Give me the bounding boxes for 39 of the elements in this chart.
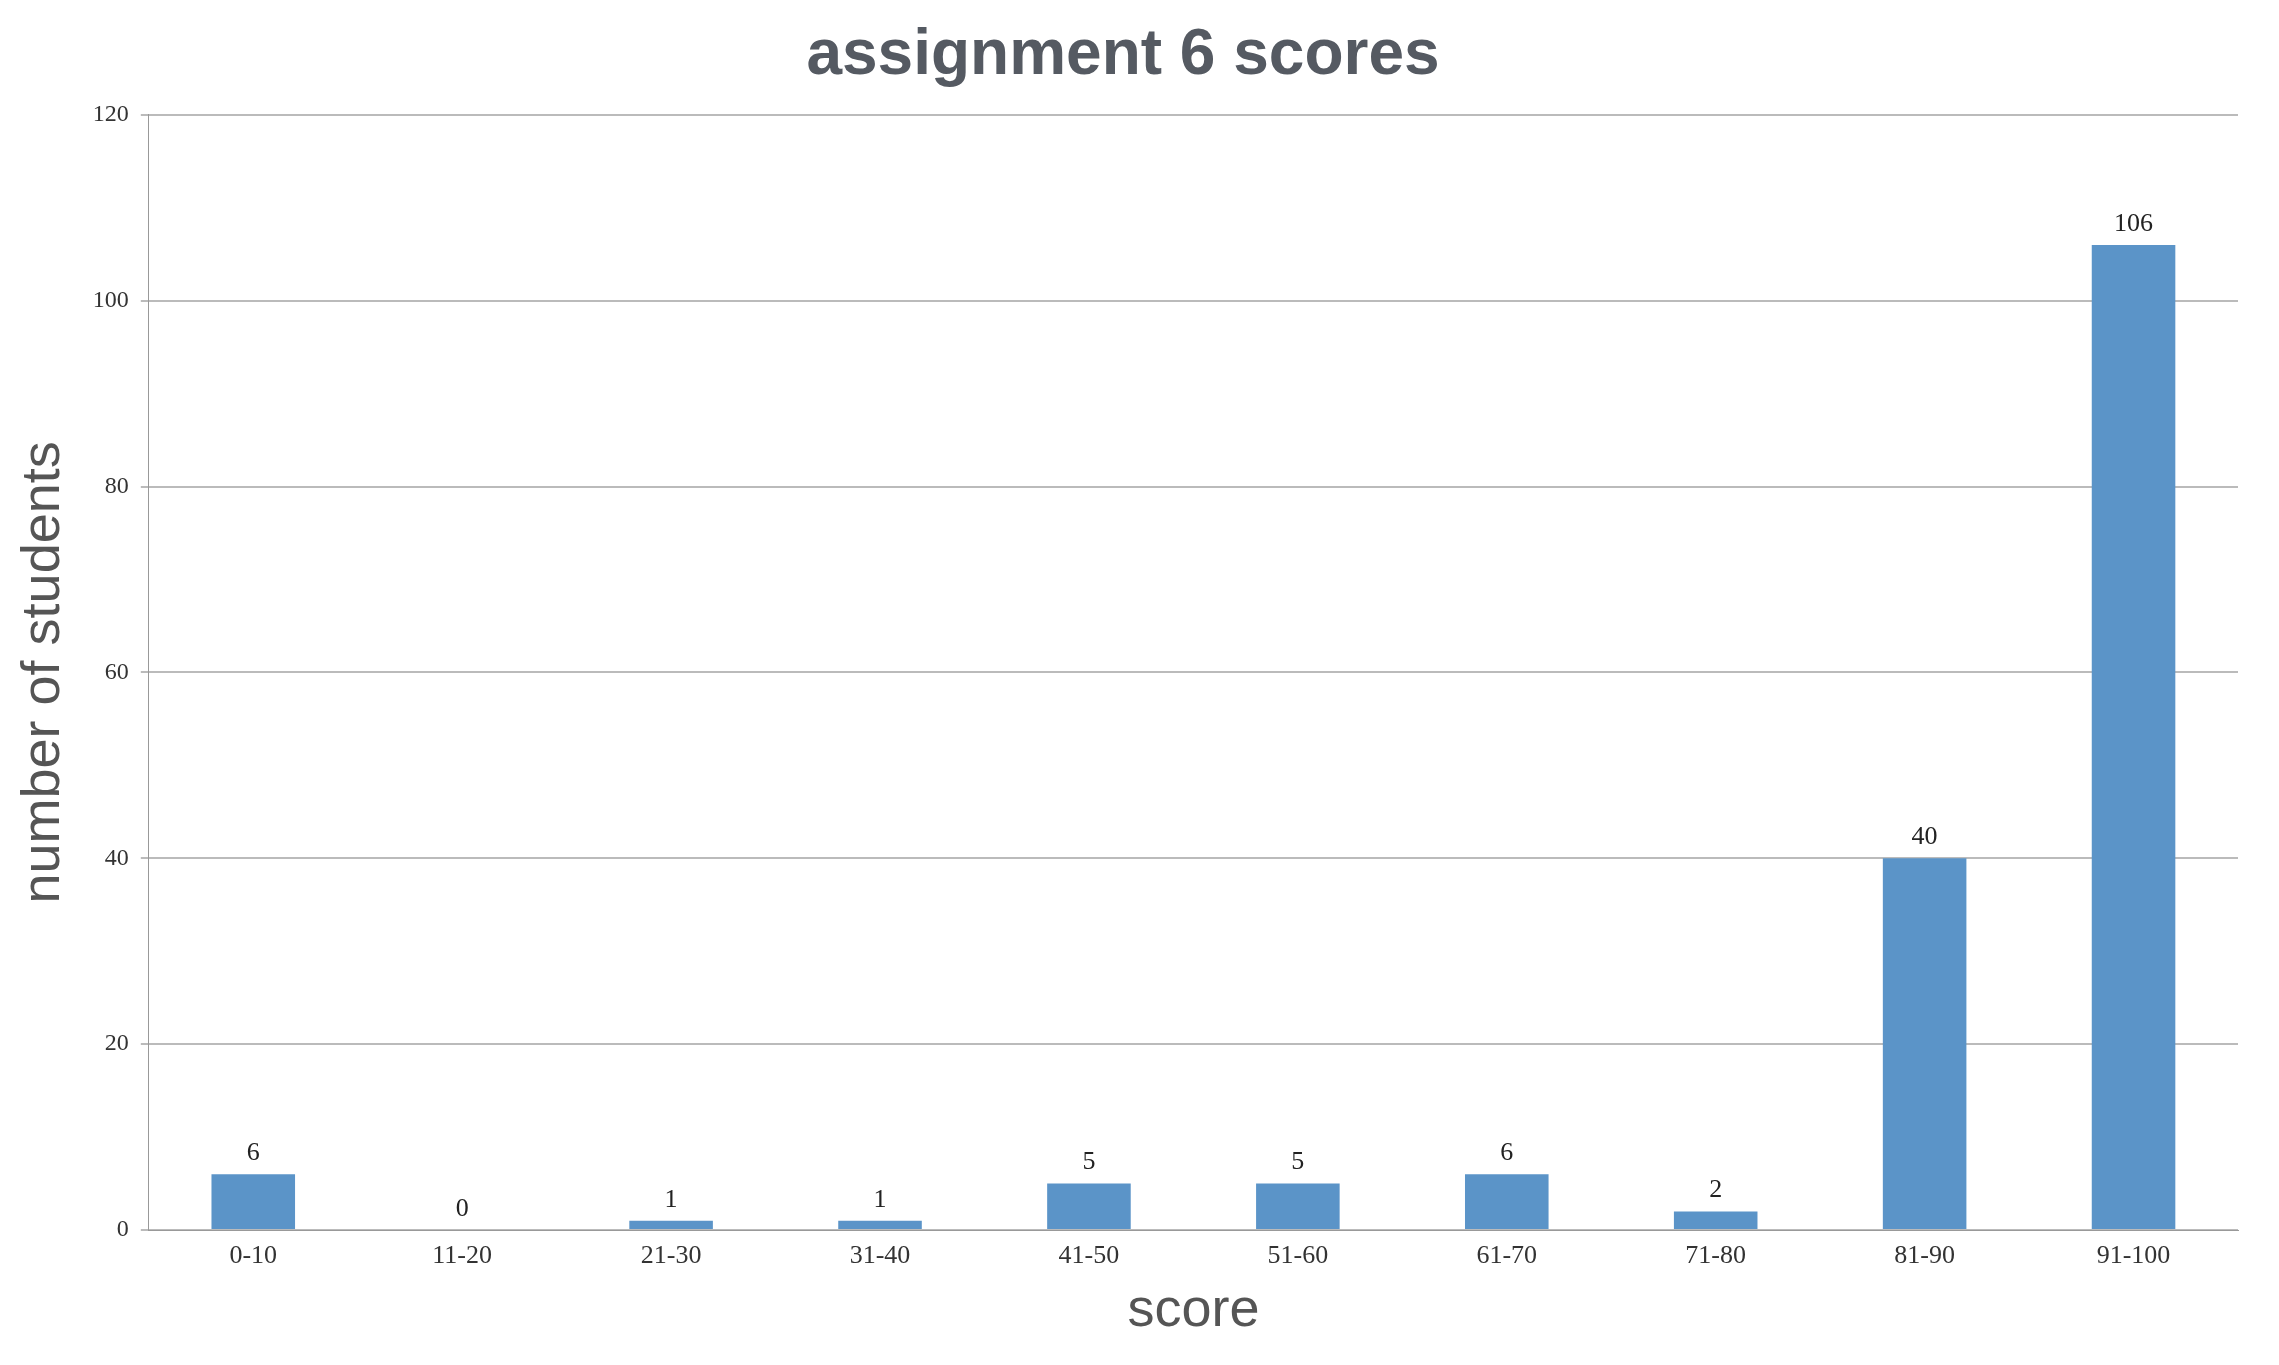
y-tick-label: 0 <box>116 1215 129 1242</box>
x-tick-label: 31-40 <box>849 1240 911 1270</box>
y-tick-label: 40 <box>104 843 129 870</box>
data-label: 6 <box>1500 1137 1514 1167</box>
data-label: 5 <box>1082 1146 1096 1176</box>
bar <box>838 1220 922 1229</box>
bar <box>1465 1174 1549 1229</box>
y-axis-title: number of students <box>10 441 71 904</box>
x-tick-label: 91-100 <box>2096 1240 2171 1270</box>
x-tick-label: 51-60 <box>1267 1240 1329 1270</box>
bar <box>1882 858 1967 1229</box>
y-tick-label: 120 <box>92 100 129 127</box>
x-tick-label: 81-90 <box>1894 1240 1955 1270</box>
bar <box>1047 1183 1131 1229</box>
data-label: 0 <box>455 1192 469 1222</box>
x-axis-title: score <box>1127 1277 1260 1338</box>
data-label: 1 <box>664 1183 678 1213</box>
y-tick-label: 80 <box>104 471 129 498</box>
chart-title: assignment 6 scores <box>806 16 1440 89</box>
data-label: 40 <box>1911 821 1938 851</box>
x-tick-label: 0-10 <box>229 1240 278 1270</box>
data-label: 6 <box>246 1137 260 1167</box>
x-tick-label: 21-30 <box>640 1240 702 1270</box>
x-tick-label: 41-50 <box>1058 1240 1120 1270</box>
y-tick-label: 60 <box>104 657 129 684</box>
data-label: 2 <box>1709 1174 1723 1204</box>
data-label: 5 <box>1291 1146 1305 1176</box>
y-tick-label: 100 <box>92 285 129 312</box>
x-tick-label: 11-20 <box>432 1240 493 1270</box>
data-label: 106 <box>2114 207 2154 237</box>
x-tick-label: 71-80 <box>1685 1240 1747 1270</box>
bar <box>1673 1211 1758 1229</box>
bar <box>2091 244 2176 1229</box>
y-tick-label: 20 <box>104 1029 129 1056</box>
data-label: 1 <box>873 1183 887 1213</box>
x-tick-label: 61-70 <box>1476 1240 1538 1270</box>
bar <box>211 1174 296 1229</box>
bar <box>629 1220 713 1229</box>
bar <box>1256 1183 1340 1229</box>
